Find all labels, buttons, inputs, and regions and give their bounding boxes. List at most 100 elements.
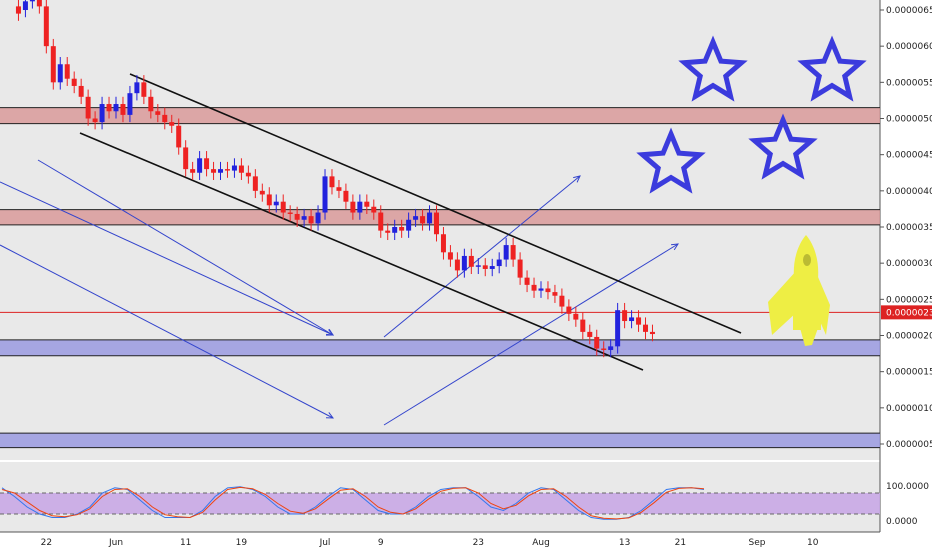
candle-body-86[interactable] [615,310,621,347]
candle-body-16[interactable] [127,93,133,115]
candle-body-84[interactable] [601,348,607,350]
candle-body-8[interactable] [71,78,77,86]
candle-body-37[interactable] [273,201,279,206]
candle-body-23[interactable] [176,125,182,148]
candle-body-19[interactable] [148,96,154,112]
candle-body-32[interactable] [238,165,244,173]
candle-body-44[interactable] [322,176,328,213]
candle-body-30[interactable] [224,169,230,171]
candle-body-26[interactable] [197,158,203,173]
candle-body-40[interactable] [294,213,300,220]
candle-body-67[interactable] [482,265,488,269]
candle-body-71[interactable] [510,245,516,260]
date-label-8: 13 [619,538,630,548]
candle-body-65[interactable] [468,255,474,267]
candle-body-27[interactable] [204,158,210,170]
candle-body-47[interactable] [343,190,349,202]
candle-body-25[interactable] [190,169,196,173]
candle-body-49[interactable] [357,201,363,213]
candle-body-10[interactable] [85,96,91,119]
candle-body-35[interactable] [259,190,265,195]
candle-body-75[interactable] [538,288,544,291]
candle-body-11[interactable] [92,118,98,123]
candle-body-83[interactable] [594,336,600,349]
candle-body-31[interactable] [231,165,237,171]
candle-body-3[interactable] [36,0,42,7]
candle-body-56[interactable] [406,219,412,231]
candle-body-63[interactable] [454,259,460,271]
candle-body-20[interactable] [155,111,161,115]
candle-body-79[interactable] [566,306,572,314]
candle-body-54[interactable] [392,227,398,233]
candle-body-74[interactable] [531,284,537,291]
candle-body-9[interactable] [78,85,84,97]
candle-body-7[interactable] [64,64,70,79]
candle-body-68[interactable] [489,266,495,269]
trend-arrow-2 [0,244,334,419]
candle-body-72[interactable] [517,259,523,278]
last-price-badge[interactable] [881,305,932,320]
candle-body-57[interactable] [413,216,419,220]
candle-body-61[interactable] [440,234,446,253]
candle-body-66[interactable] [475,265,481,267]
candle-body-69[interactable] [496,259,502,267]
candle-body-59[interactable] [427,212,433,224]
candle-body-87[interactable] [622,310,628,322]
candle-body-89[interactable] [636,317,642,325]
candle-body-41[interactable] [301,216,307,220]
date-label-2: 11 [180,538,191,548]
candle-body-70[interactable] [503,245,509,260]
candle-body-91[interactable] [649,331,655,335]
candle-body-60[interactable] [433,212,439,235]
candle-body-12[interactable] [99,104,105,123]
candle-body-43[interactable] [315,212,321,224]
candle-body-6[interactable] [57,64,63,83]
candle-body-15[interactable] [120,104,126,115]
candle-body-80[interactable] [573,313,579,320]
candle-body-21[interactable] [162,114,168,123]
candle-body-85[interactable] [608,346,614,350]
candle-body-77[interactable] [552,292,558,296]
candle-body-53[interactable] [385,230,391,233]
candle-body-51[interactable] [371,206,377,213]
candle-body-17[interactable] [134,82,140,94]
candle-body-5[interactable] [50,46,56,83]
candle-body-39[interactable] [287,212,293,214]
candle-body-4[interactable] [43,6,49,47]
candle-body-48[interactable] [350,201,356,213]
candle-body-22[interactable] [169,122,175,126]
candle-body-18[interactable] [141,82,147,97]
candle-body-45[interactable] [329,176,335,188]
candle-body-81[interactable] [580,319,586,332]
candle-body-50[interactable] [364,201,370,207]
candle-body-14[interactable] [113,104,119,112]
candle-body-64[interactable] [461,255,467,271]
candle-body-90[interactable] [643,324,649,332]
candle-body-34[interactable] [252,176,258,191]
candle-body-29[interactable] [218,169,224,173]
candle-body-33[interactable] [245,172,251,177]
candle-body-73[interactable] [524,277,530,285]
candle-body-2[interactable] [29,0,35,2]
candle-body-76[interactable] [545,288,551,293]
candle-body-1[interactable] [22,1,28,11]
candle-body-46[interactable] [336,187,342,191]
candle-body-38[interactable] [280,201,286,213]
candle-body-42[interactable] [308,216,314,224]
candle-body-52[interactable] [378,212,384,231]
candle-body-55[interactable] [399,227,405,231]
candle-body-24[interactable] [183,147,189,170]
candle-body-82[interactable] [587,331,593,337]
candle-body-58[interactable] [420,216,426,224]
candle-body-88[interactable] [629,317,635,322]
candle-body-0[interactable] [15,6,21,14]
candle-body-28[interactable] [211,169,217,173]
candle-body-13[interactable] [106,104,112,112]
candle-body-36[interactable] [266,194,272,206]
candle-body-78[interactable] [559,295,565,307]
trend-arrow-head-2 [325,412,335,419]
candle-body-62[interactable] [447,252,453,260]
